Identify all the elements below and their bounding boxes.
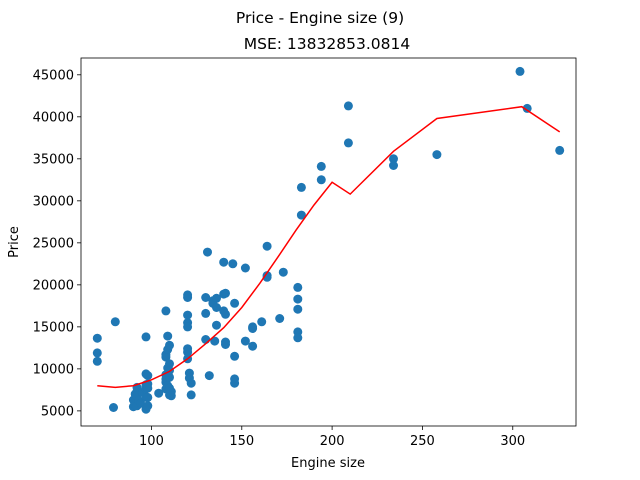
data-point xyxy=(275,314,285,323)
data-point xyxy=(228,259,238,269)
y-tick-label: 20000 xyxy=(33,278,74,293)
data-point xyxy=(109,403,118,412)
data-point xyxy=(166,391,176,401)
x-tick-label: 100 xyxy=(139,434,164,449)
data-point xyxy=(316,175,326,185)
y-tick-label: 30000 xyxy=(33,194,74,209)
data-point xyxy=(212,320,221,330)
data-point xyxy=(204,371,214,381)
data-point xyxy=(161,306,171,316)
data-point xyxy=(212,293,221,303)
data-point xyxy=(515,66,525,76)
data-point xyxy=(257,317,267,327)
chart-subtitle: MSE: 13832853.0814 xyxy=(244,35,410,53)
x-axis-ticks: 100 150 200 250 300 xyxy=(139,426,525,449)
plot-frame xyxy=(80,57,577,427)
data-point xyxy=(92,348,102,358)
data-point xyxy=(183,322,193,332)
y-tick-label: 35000 xyxy=(33,152,74,167)
data-point xyxy=(186,378,196,388)
data-point xyxy=(221,288,230,298)
data-point xyxy=(203,247,212,257)
x-axis-label: Engine size xyxy=(291,456,365,471)
y-axis-ticks: 5000 10000 15000 20000 25000 30000 35000 40000 4… xyxy=(33,68,81,419)
x-tick-label: 250 xyxy=(410,434,435,449)
data-point xyxy=(389,161,398,170)
data-point xyxy=(293,282,303,292)
fit-line xyxy=(97,105,561,389)
data-point xyxy=(248,341,258,351)
data-point xyxy=(110,317,120,327)
data-point xyxy=(165,340,174,350)
y-tick-label: 40000 xyxy=(33,110,74,125)
data-point xyxy=(555,145,565,155)
data-point xyxy=(154,388,164,398)
y-axis-label: Price xyxy=(7,226,22,258)
data-point xyxy=(432,150,442,160)
data-point xyxy=(183,347,193,357)
data-point xyxy=(201,293,211,302)
data-point xyxy=(143,371,153,381)
data-point xyxy=(296,210,306,220)
data-point xyxy=(165,372,174,382)
y-tick-label: 5000 xyxy=(41,404,74,419)
data-point xyxy=(92,356,102,366)
y-tick-label: 25000 xyxy=(33,236,74,251)
data-point xyxy=(163,331,173,341)
data-point xyxy=(278,267,288,277)
data-point xyxy=(219,257,229,267)
data-point xyxy=(343,138,353,148)
y-tick-label: 45000 xyxy=(33,68,74,83)
x-tick-label: 150 xyxy=(229,434,254,449)
data-point xyxy=(212,303,221,312)
data-point xyxy=(165,359,174,369)
data-point xyxy=(293,294,303,304)
data-point xyxy=(296,182,306,192)
data-point xyxy=(143,401,153,411)
data-point xyxy=(389,154,398,164)
data-point xyxy=(240,336,250,346)
data-point xyxy=(262,241,272,251)
data-point xyxy=(316,161,326,171)
data-point xyxy=(293,333,303,343)
data-point xyxy=(136,398,146,408)
data-point xyxy=(210,336,220,346)
scatter-points xyxy=(92,66,565,414)
data-point xyxy=(186,390,196,400)
y-tick-label: 10000 xyxy=(33,362,74,377)
y-tick-label: 15000 xyxy=(33,320,74,335)
data-point xyxy=(230,351,240,361)
data-point xyxy=(240,263,250,273)
data-point xyxy=(293,304,303,314)
data-point xyxy=(230,298,240,308)
data-point xyxy=(522,103,532,113)
x-tick-label: 200 xyxy=(320,434,345,449)
data-point xyxy=(201,335,211,344)
chart-title: Price - Engine size (9) xyxy=(236,9,404,27)
data-point xyxy=(221,309,230,319)
data-point xyxy=(201,308,211,318)
data-point xyxy=(92,333,102,343)
data-point xyxy=(143,383,153,393)
data-point xyxy=(143,392,153,402)
x-tick-label: 300 xyxy=(500,434,525,449)
data-point xyxy=(183,310,193,320)
data-point xyxy=(230,378,240,388)
data-point xyxy=(343,101,353,111)
plot-area xyxy=(81,58,576,426)
data-point xyxy=(248,324,258,333)
data-point xyxy=(141,332,151,342)
data-point xyxy=(183,290,193,300)
data-point xyxy=(221,340,230,349)
